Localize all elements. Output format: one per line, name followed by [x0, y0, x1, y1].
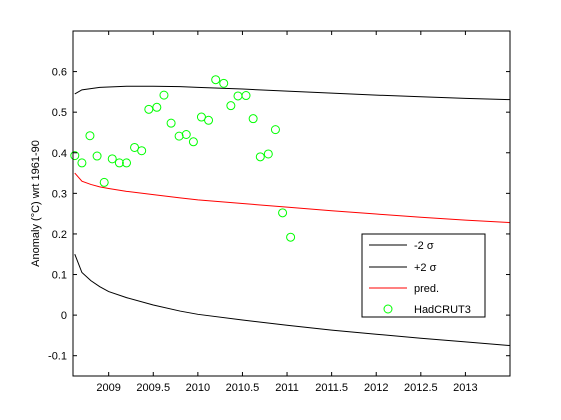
y-tick-label: 0.4: [52, 148, 67, 160]
data-point-hadcrut3: [130, 142, 140, 152]
series-line-2: [74, 85, 511, 101]
data-point-hadcrut3: [107, 154, 117, 164]
x-axis: 2009 2009.5 2010 2010.5 2011 2011.5 2012 2012.5…: [96, 31, 478, 394]
data-point-hadcrut3: [241, 91, 251, 101]
data-point-hadcrut3: [174, 131, 184, 141]
series-line-2: [74, 254, 511, 347]
x-tick-label: 2011: [275, 382, 299, 394]
y-tick-label: 0.6: [52, 67, 67, 79]
legend: -2 σ +2 σ pred. HadCRUT3: [361, 233, 486, 318]
data-point-hadcrut3: [137, 146, 147, 156]
data-point-hadcrut3: [77, 158, 87, 168]
y-tick-label: 0: [61, 310, 67, 322]
plot-frame: [72, 30, 511, 377]
data-point-hadcrut3: [166, 118, 176, 128]
legend-label: -2 σ: [414, 240, 434, 252]
x-tick-label: 2010.5: [226, 382, 260, 394]
legend-box: [361, 233, 486, 318]
data-point-hadcrut3: [270, 125, 280, 135]
data-point-hadcrut3: [248, 114, 258, 124]
data-point-hadcrut3: [278, 208, 288, 218]
y-tick-label: -0.1: [48, 351, 67, 363]
data-point-hadcrut3: [122, 158, 132, 168]
legend-label: HadCRUT3: [414, 304, 471, 316]
y-tick-label: 0.5: [52, 107, 67, 119]
data-point-hadcrut3: [204, 115, 214, 125]
x-tick-label: 2012.5: [404, 382, 438, 394]
x-tick-label: 2009.5: [136, 382, 170, 394]
x-tick-label: 2011.5: [315, 382, 348, 394]
x-tick-label: 2012: [364, 382, 388, 394]
data-point-hadcrut3: [99, 177, 109, 187]
data-point-hadcrut3: [263, 149, 273, 159]
x-tick-label: 2009: [96, 382, 120, 394]
y-tick-label: 0.1: [52, 270, 67, 282]
data-point-hadcrut3: [188, 137, 198, 147]
plot-area: [73, 31, 510, 376]
legend-label: pred.: [414, 283, 439, 295]
legend-marker: [383, 304, 393, 314]
x-tick-label: 2013: [453, 382, 477, 394]
legend-label: +2 σ: [414, 262, 437, 274]
data-point-hadcrut3: [255, 152, 265, 162]
legend-items: -2 σ +2 σ pred. HadCRUT3: [369, 240, 471, 316]
data-point-hadcrut3: [144, 104, 154, 114]
data-point-hadcrut3: [219, 78, 229, 88]
data-point-hadcrut3: [196, 112, 206, 122]
series-line-pred: [74, 172, 511, 224]
data-point-hadcrut3: [181, 130, 191, 139]
data-point-hadcrut3: [159, 90, 169, 100]
data-point-hadcrut3: [70, 151, 80, 161]
data-point-hadcrut3: [114, 158, 124, 168]
data-point-hadcrut3: [226, 101, 236, 111]
y-tick-label: 0.3: [52, 188, 67, 200]
data-point-hadcrut3: [286, 232, 296, 242]
y-axis: -0.1 0 0.1 0.2 0.3 0.4 0.5 0.6: [48, 67, 510, 363]
x-tick-label: 2010: [186, 382, 210, 394]
series-layer: [70, 75, 511, 347]
y-axis-label: Anomaly (°C) wrt 1961-90: [30, 140, 42, 267]
data-point-hadcrut3: [211, 75, 221, 85]
data-point-hadcrut3: [152, 102, 162, 112]
data-point-hadcrut3: [85, 131, 95, 141]
data-point-hadcrut3: [92, 151, 102, 161]
y-tick-label: 0.2: [52, 229, 67, 241]
